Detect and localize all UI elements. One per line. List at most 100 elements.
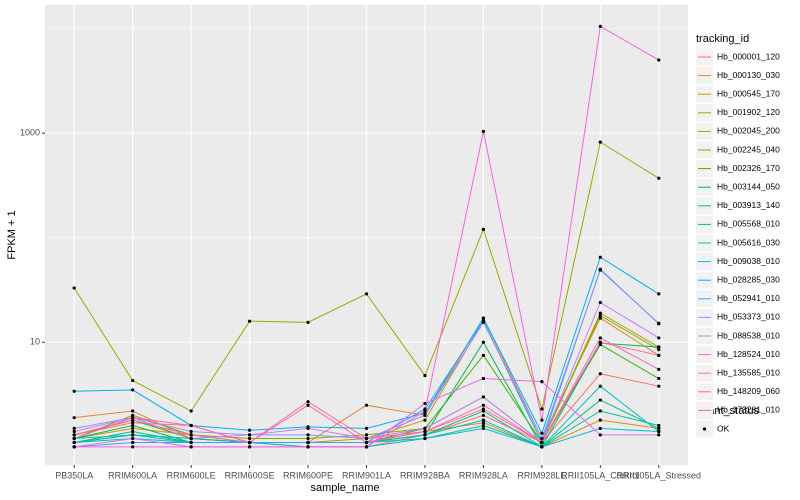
data-point: [247, 436, 252, 441]
y-axis-title: FPKM + 1: [6, 210, 18, 259]
data-point: [72, 426, 76, 431]
data-point: [306, 445, 310, 449]
data-point: [423, 418, 427, 422]
data-point: [481, 423, 486, 428]
data-point: [364, 445, 369, 449]
data-point: [72, 429, 76, 434]
data-point: [131, 423, 135, 428]
data-point: [481, 316, 486, 320]
data-point: [598, 313, 602, 318]
data-point: [657, 58, 661, 62]
legend-label: Hb_128524_010: [717, 349, 780, 359]
data-point: [131, 416, 135, 420]
data-point: [131, 421, 135, 425]
x-tick-label: RRII105LA_Control: [561, 470, 639, 480]
data-point: [131, 418, 135, 422]
x-tick-label: RRIM901LA: [342, 470, 391, 480]
data-point: [598, 398, 602, 402]
data-point: [598, 311, 602, 315]
data-point: [598, 24, 602, 28]
legend-label: Hb_009038_010: [717, 256, 780, 266]
data-point: [598, 140, 602, 144]
data-point: [481, 407, 486, 411]
data-point: [540, 436, 544, 441]
data-point: [540, 407, 544, 411]
data-point: [189, 433, 193, 437]
data-point: [131, 436, 135, 441]
data-point: [72, 286, 76, 290]
data-point: [481, 376, 486, 381]
data-point: [423, 433, 427, 437]
data-point: [131, 445, 135, 449]
x-tick-label: RRIM928BA: [400, 470, 450, 480]
data-point: [306, 426, 310, 431]
legend-swatch: [702, 427, 707, 431]
data-point: [131, 388, 135, 392]
x-tick-label: RRIM600LE: [167, 470, 216, 480]
data-point: [481, 340, 486, 344]
data-point: [598, 300, 602, 305]
data-point: [131, 409, 135, 413]
x-tick-label: RRIM928LA: [459, 470, 508, 480]
legend-label: Hb_000001_120: [717, 51, 780, 61]
data-point: [481, 320, 486, 324]
legend-label: Hb_000545_170: [717, 88, 780, 98]
legend-label: Hb_088538_010: [717, 330, 780, 340]
data-point: [423, 401, 427, 406]
data-point: [657, 321, 661, 325]
data-point: [540, 431, 544, 435]
x-axis-title: sample_name: [310, 482, 379, 494]
data-point: [540, 440, 544, 445]
data-point: [540, 418, 544, 422]
x-tick-label: RRII105LA_Stressed: [616, 470, 701, 480]
data-point: [72, 436, 76, 441]
data-point: [423, 409, 427, 413]
data-point: [540, 380, 544, 384]
legend-label: Hb_000130_030: [717, 70, 780, 80]
legend-label: Hb_135585_010: [717, 367, 780, 377]
data-point: [72, 389, 76, 393]
data-point: [423, 436, 427, 441]
data-point: [481, 395, 486, 399]
data-point: [598, 255, 602, 259]
data-point: [306, 436, 310, 441]
data-point: [657, 384, 661, 388]
data-point: [364, 440, 369, 445]
data-point: [72, 416, 76, 420]
data-point: [131, 440, 135, 445]
legend-label: Hb_052941_010: [717, 293, 780, 303]
data-point: [72, 440, 76, 445]
data-point: [364, 426, 369, 431]
data-point: [657, 367, 661, 371]
data-point: [657, 429, 661, 434]
data-point: [247, 445, 252, 449]
legend-label: Hb_003913_140: [717, 200, 780, 210]
data-point: [189, 409, 193, 413]
data-point: [481, 421, 486, 425]
data-point: [657, 376, 661, 381]
data-point: [131, 378, 135, 383]
data-point: [598, 336, 602, 340]
data-point: [247, 433, 252, 437]
data-point: [481, 353, 486, 357]
y-tick-label: 10: [30, 337, 40, 347]
data-point: [72, 433, 76, 437]
data-point: [247, 428, 252, 432]
data-point: [481, 403, 486, 407]
legend-label: Hb_173281_010: [717, 405, 780, 415]
data-point: [72, 445, 76, 449]
data-point: [657, 176, 661, 180]
data-point: [657, 426, 661, 431]
data-point: [189, 440, 193, 445]
data-point: [306, 433, 310, 437]
data-point: [598, 418, 602, 422]
data-point: [657, 292, 661, 296]
data-point: [598, 372, 602, 376]
data-point: [481, 418, 486, 422]
legend-label: Hb_005568_010: [717, 219, 780, 229]
data-point: [131, 413, 135, 417]
x-tick-label: RRIM600PE: [283, 470, 333, 480]
data-point: [306, 403, 310, 407]
data-point: [657, 336, 661, 340]
legend-label: Hb_002045_200: [717, 126, 780, 136]
